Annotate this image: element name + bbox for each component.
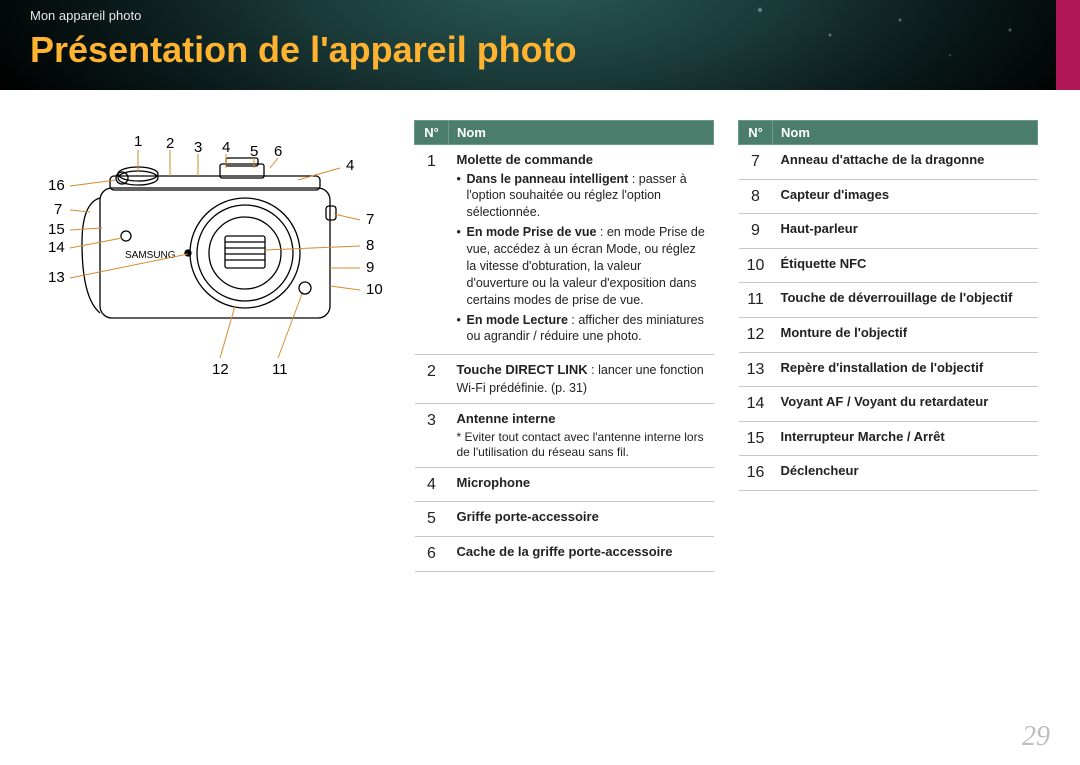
bullet-lead: En mode Prise de vue bbox=[467, 225, 597, 239]
bullet-lead: Dans le panneau intelligent bbox=[467, 172, 629, 186]
part-name: Haut-parleur bbox=[781, 221, 858, 236]
callout-8: 8 bbox=[366, 237, 374, 254]
callout-15: 15 bbox=[48, 221, 65, 238]
bullet-lead: En mode Lecture bbox=[467, 313, 568, 327]
col-header-name: Nom bbox=[449, 121, 714, 145]
callout-11: 11 bbox=[272, 361, 288, 378]
callout-4r: 4 bbox=[346, 157, 354, 174]
part-name: Déclencheur bbox=[781, 463, 859, 478]
part-number: 11 bbox=[739, 283, 773, 318]
callout-2: 2 bbox=[166, 135, 174, 152]
table-row: 3 Antenne interne * Eviter tout contact … bbox=[415, 404, 714, 468]
page-number: 29 bbox=[1022, 721, 1050, 753]
page: Mon appareil photo Présentation de l'app… bbox=[0, 0, 1080, 765]
part-number: 12 bbox=[739, 317, 773, 352]
part-number: 1 bbox=[415, 145, 449, 355]
callout-5: 5 bbox=[250, 143, 258, 160]
part-cell: Griffe porte-accessoire bbox=[449, 502, 714, 537]
parts-table-left: N° Nom 1 Molette de commande Dans le pan… bbox=[414, 120, 714, 725]
table-row: 15 Interrupteur Marche / Arrêt bbox=[739, 421, 1038, 456]
callout-16: 16 bbox=[48, 177, 65, 194]
table-row: 16 Déclencheur bbox=[739, 456, 1038, 491]
part-name: Repère d'installation de l'objectif bbox=[781, 360, 984, 375]
part-cell: Touche DIRECT LINK : lancer une fonction… bbox=[449, 355, 714, 404]
part-number: 2 bbox=[415, 355, 449, 404]
part-number: 13 bbox=[739, 352, 773, 387]
part-name: Touche DIRECT LINK bbox=[457, 362, 588, 377]
table-row: 9 Haut-parleur bbox=[739, 214, 1038, 249]
breadcrumb: Mon appareil photo bbox=[30, 8, 1050, 23]
parts-table-2: N° Nom 7Anneau d'attache de la dragonne … bbox=[738, 120, 1038, 491]
part-name: Griffe porte-accessoire bbox=[457, 509, 599, 524]
part-description: Dans le panneau intelligent : passer à l… bbox=[457, 171, 706, 346]
part-name: Microphone bbox=[457, 475, 531, 490]
callout-4t: 4 bbox=[222, 139, 230, 156]
parts-table-right: N° Nom 7Anneau d'attache de la dragonne … bbox=[738, 120, 1038, 725]
callout-7l: 7 bbox=[54, 201, 62, 218]
part-name: Anneau d'attache de la dragonne bbox=[781, 152, 985, 167]
table-row: 8 Capteur d'images bbox=[739, 179, 1038, 214]
part-cell: Molette de commande Dans le panneau inte… bbox=[449, 145, 714, 355]
part-number: 5 bbox=[415, 502, 449, 537]
part-name: Étiquette NFC bbox=[781, 256, 867, 271]
col-header-num: N° bbox=[739, 121, 773, 145]
part-number: 10 bbox=[739, 248, 773, 283]
part-number: 14 bbox=[739, 387, 773, 422]
callout-9: 9 bbox=[366, 259, 374, 276]
part-number: 4 bbox=[415, 467, 449, 502]
svg-text:SAMSUNG: SAMSUNG bbox=[125, 250, 176, 261]
part-note: * Eviter tout contact avec l'antenne int… bbox=[457, 430, 706, 461]
part-cell: Antenne interne * Eviter tout contact av… bbox=[449, 404, 714, 468]
camera-illustration: SAMSUNG bbox=[30, 128, 390, 408]
callout-12: 12 bbox=[212, 361, 229, 378]
col-header-num: N° bbox=[415, 121, 449, 145]
table-row: 11 Touche de déverrouillage de l'objectif bbox=[739, 283, 1038, 318]
callout-1: 1 bbox=[134, 133, 142, 150]
table-row: 1 Molette de commande Dans le panneau in… bbox=[415, 145, 714, 355]
part-cell: Cache de la griffe porte-accessoire bbox=[449, 536, 714, 571]
part-cell: Microphone bbox=[449, 467, 714, 502]
part-number: 7 bbox=[739, 145, 773, 180]
table-row: 10 Étiquette NFC bbox=[739, 248, 1038, 283]
callout-10: 10 bbox=[366, 281, 383, 298]
part-number: 9 bbox=[739, 214, 773, 249]
part-name: Touche de déverrouillage de l'objectif bbox=[781, 290, 1013, 305]
part-name: Voyant AF / Voyant du retardateur bbox=[781, 394, 989, 409]
camera-diagram: SAMSUNG bbox=[30, 120, 390, 725]
callout-13: 13 bbox=[48, 269, 65, 286]
part-name: Interrupteur Marche / Arrêt bbox=[781, 429, 945, 444]
content-area: SAMSUNG bbox=[0, 120, 1080, 725]
callout-3: 3 bbox=[194, 139, 202, 156]
col-header-name: Nom bbox=[773, 121, 1038, 145]
table-row: 6 Cache de la griffe porte-accessoire bbox=[415, 536, 714, 571]
table-row: 4 Microphone bbox=[415, 467, 714, 502]
section-tab bbox=[1056, 0, 1080, 90]
parts-table-1: N° Nom 1 Molette de commande Dans le pan… bbox=[414, 120, 714, 572]
table-row: 2 Touche DIRECT LINK : lancer une foncti… bbox=[415, 355, 714, 404]
part-name: Monture de l'objectif bbox=[781, 325, 908, 340]
table-row: 7 Anneau d'attache de la dragonne bbox=[739, 145, 1038, 180]
callout-6: 6 bbox=[274, 143, 282, 160]
part-name: Molette de commande bbox=[457, 151, 706, 169]
table-row: 5 Griffe porte-accessoire bbox=[415, 502, 714, 537]
part-name: Capteur d'images bbox=[781, 187, 890, 202]
table-row: 12 Monture de l'objectif bbox=[739, 317, 1038, 352]
part-number: 3 bbox=[415, 404, 449, 468]
part-name: Cache de la griffe porte-accessoire bbox=[457, 544, 673, 559]
callout-14: 14 bbox=[48, 239, 65, 256]
table-row: 13 Repère d'installation de l'objectif bbox=[739, 352, 1038, 387]
page-header: Mon appareil photo Présentation de l'app… bbox=[0, 0, 1080, 90]
part-number: 16 bbox=[739, 456, 773, 491]
part-number: 8 bbox=[739, 179, 773, 214]
callout-7r: 7 bbox=[366, 211, 374, 228]
part-name: Antenne interne bbox=[457, 410, 706, 428]
page-title: Présentation de l'appareil photo bbox=[30, 29, 1050, 71]
table-row: 14 Voyant AF / Voyant du retardateur bbox=[739, 387, 1038, 422]
part-number: 15 bbox=[739, 421, 773, 456]
part-number: 6 bbox=[415, 536, 449, 571]
